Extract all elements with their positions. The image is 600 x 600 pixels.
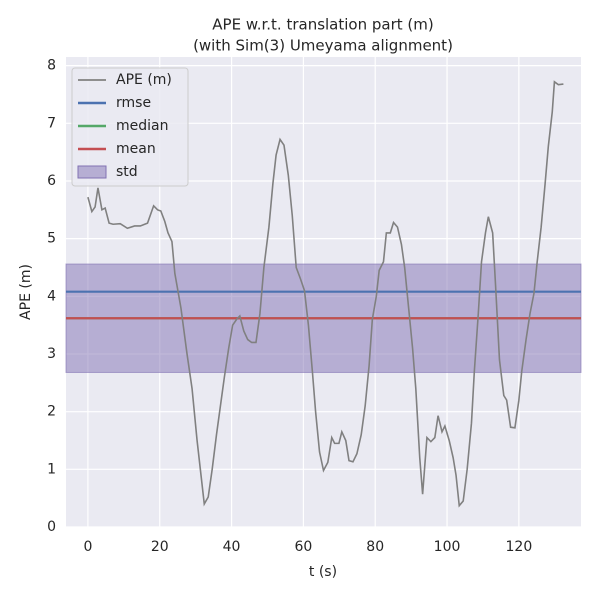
y-tick-label: 2 bbox=[47, 404, 56, 420]
legend-box bbox=[71, 67, 189, 187]
y-axis-label: APE (m) bbox=[18, 264, 34, 320]
legend-label: APE (m) bbox=[116, 72, 172, 88]
x-tick-label: 40 bbox=[223, 539, 241, 555]
x-tick-label: 60 bbox=[294, 539, 312, 555]
y-tick-label: 4 bbox=[47, 288, 56, 304]
legend-label: mean bbox=[116, 141, 156, 157]
legend-label: rmse bbox=[116, 95, 151, 111]
legend-label: median bbox=[116, 118, 168, 134]
y-tick-label: 3 bbox=[47, 346, 56, 362]
y-tick-label: 7 bbox=[47, 115, 56, 131]
x-tick-label: 20 bbox=[151, 539, 169, 555]
x-tick-label: 0 bbox=[83, 539, 92, 555]
x-axis-label: t (s) bbox=[309, 564, 337, 580]
data-line bbox=[87, 80, 564, 508]
y-tick-label: 1 bbox=[47, 461, 56, 477]
x-tick-label: 80 bbox=[366, 539, 384, 555]
legend: APE (m) rmse median mean std bbox=[71, 67, 189, 187]
x-tick-label: 120 bbox=[506, 539, 533, 555]
y-tick-label: 5 bbox=[47, 231, 56, 247]
legend-swatch bbox=[77, 165, 107, 179]
y-tick-label: 8 bbox=[47, 58, 56, 74]
chart-title: APE w.r.t. translation part (m) bbox=[212, 16, 433, 34]
x-tick-label: 100 bbox=[434, 539, 461, 555]
y-tick-label: 6 bbox=[47, 173, 56, 189]
chart-subtitle: (with Sim(3) Umeyama alignment) bbox=[193, 37, 453, 55]
legend-label: std bbox=[116, 164, 138, 180]
y-tick-label: 0 bbox=[47, 519, 56, 535]
